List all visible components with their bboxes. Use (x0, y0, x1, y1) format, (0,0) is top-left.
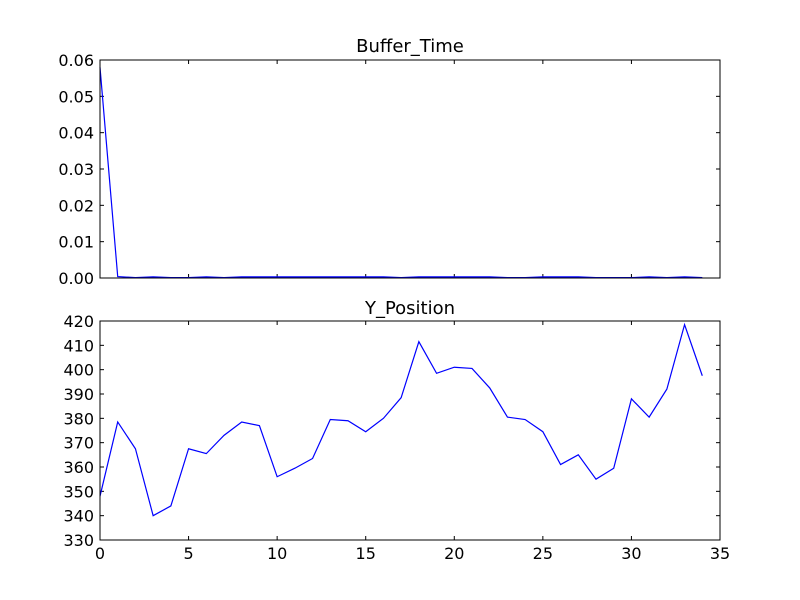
y-tick-label: 410 (63, 336, 94, 355)
chart-title: Buffer_Time (356, 36, 464, 57)
y-tick-label: 400 (63, 361, 94, 380)
y-position-series-line (99, 322, 703, 517)
x-tick-label: 5 (183, 544, 193, 563)
buffer-time-series-line (99, 67, 703, 279)
y-tick-label: 0.00 (58, 269, 94, 288)
y-axis: 330 340 350 360 370 380 390 400 410 420 (63, 312, 720, 550)
y-tick-label: 0.02 (58, 196, 94, 215)
y-axis: 0.00 0.01 0.02 0.03 0.04 0.05 0.06 (58, 51, 720, 288)
y-tick-label: 0.06 (58, 51, 94, 70)
x-tick-label: 10 (267, 544, 287, 563)
buffer-time-panel: Buffer_Time 0.00 0.01 0.02 0.03 0.04 0.05 0.06 (58, 36, 721, 288)
y-tick-label: 330 (63, 531, 94, 550)
y-position-panel: Y_Position 33034035036037038039040041042… (63, 298, 730, 563)
y-tick-label: 370 (63, 434, 94, 453)
plot-frame (99, 320, 721, 541)
y-tick-label: 390 (63, 385, 94, 404)
x-tick-label: 25 (533, 544, 553, 563)
x-tick-label: 15 (356, 544, 376, 563)
y-tick-label: 360 (63, 458, 94, 477)
chart-title: Y_Position (364, 298, 455, 319)
x-tick-label: 0 (95, 544, 105, 563)
y-tick-label: 0.04 (58, 124, 94, 143)
x-tick-label: 20 (444, 544, 464, 563)
x-axis (99, 60, 721, 278)
y-tick-label: 0.05 (58, 87, 94, 106)
x-tick-label: 30 (621, 544, 641, 563)
x-axis: 0 5 10 15 20 25 30 35 (95, 321, 730, 563)
plot-frame (99, 59, 721, 279)
y-tick-label: 420 (63, 312, 94, 331)
y-tick-label: 0.01 (58, 233, 94, 252)
y-tick-label: 380 (63, 409, 94, 428)
y-tick-label: 350 (63, 482, 94, 501)
y-tick-label: 340 (63, 507, 94, 526)
y-tick-label: 0.03 (58, 160, 94, 179)
x-tick-label: 35 (710, 544, 730, 563)
